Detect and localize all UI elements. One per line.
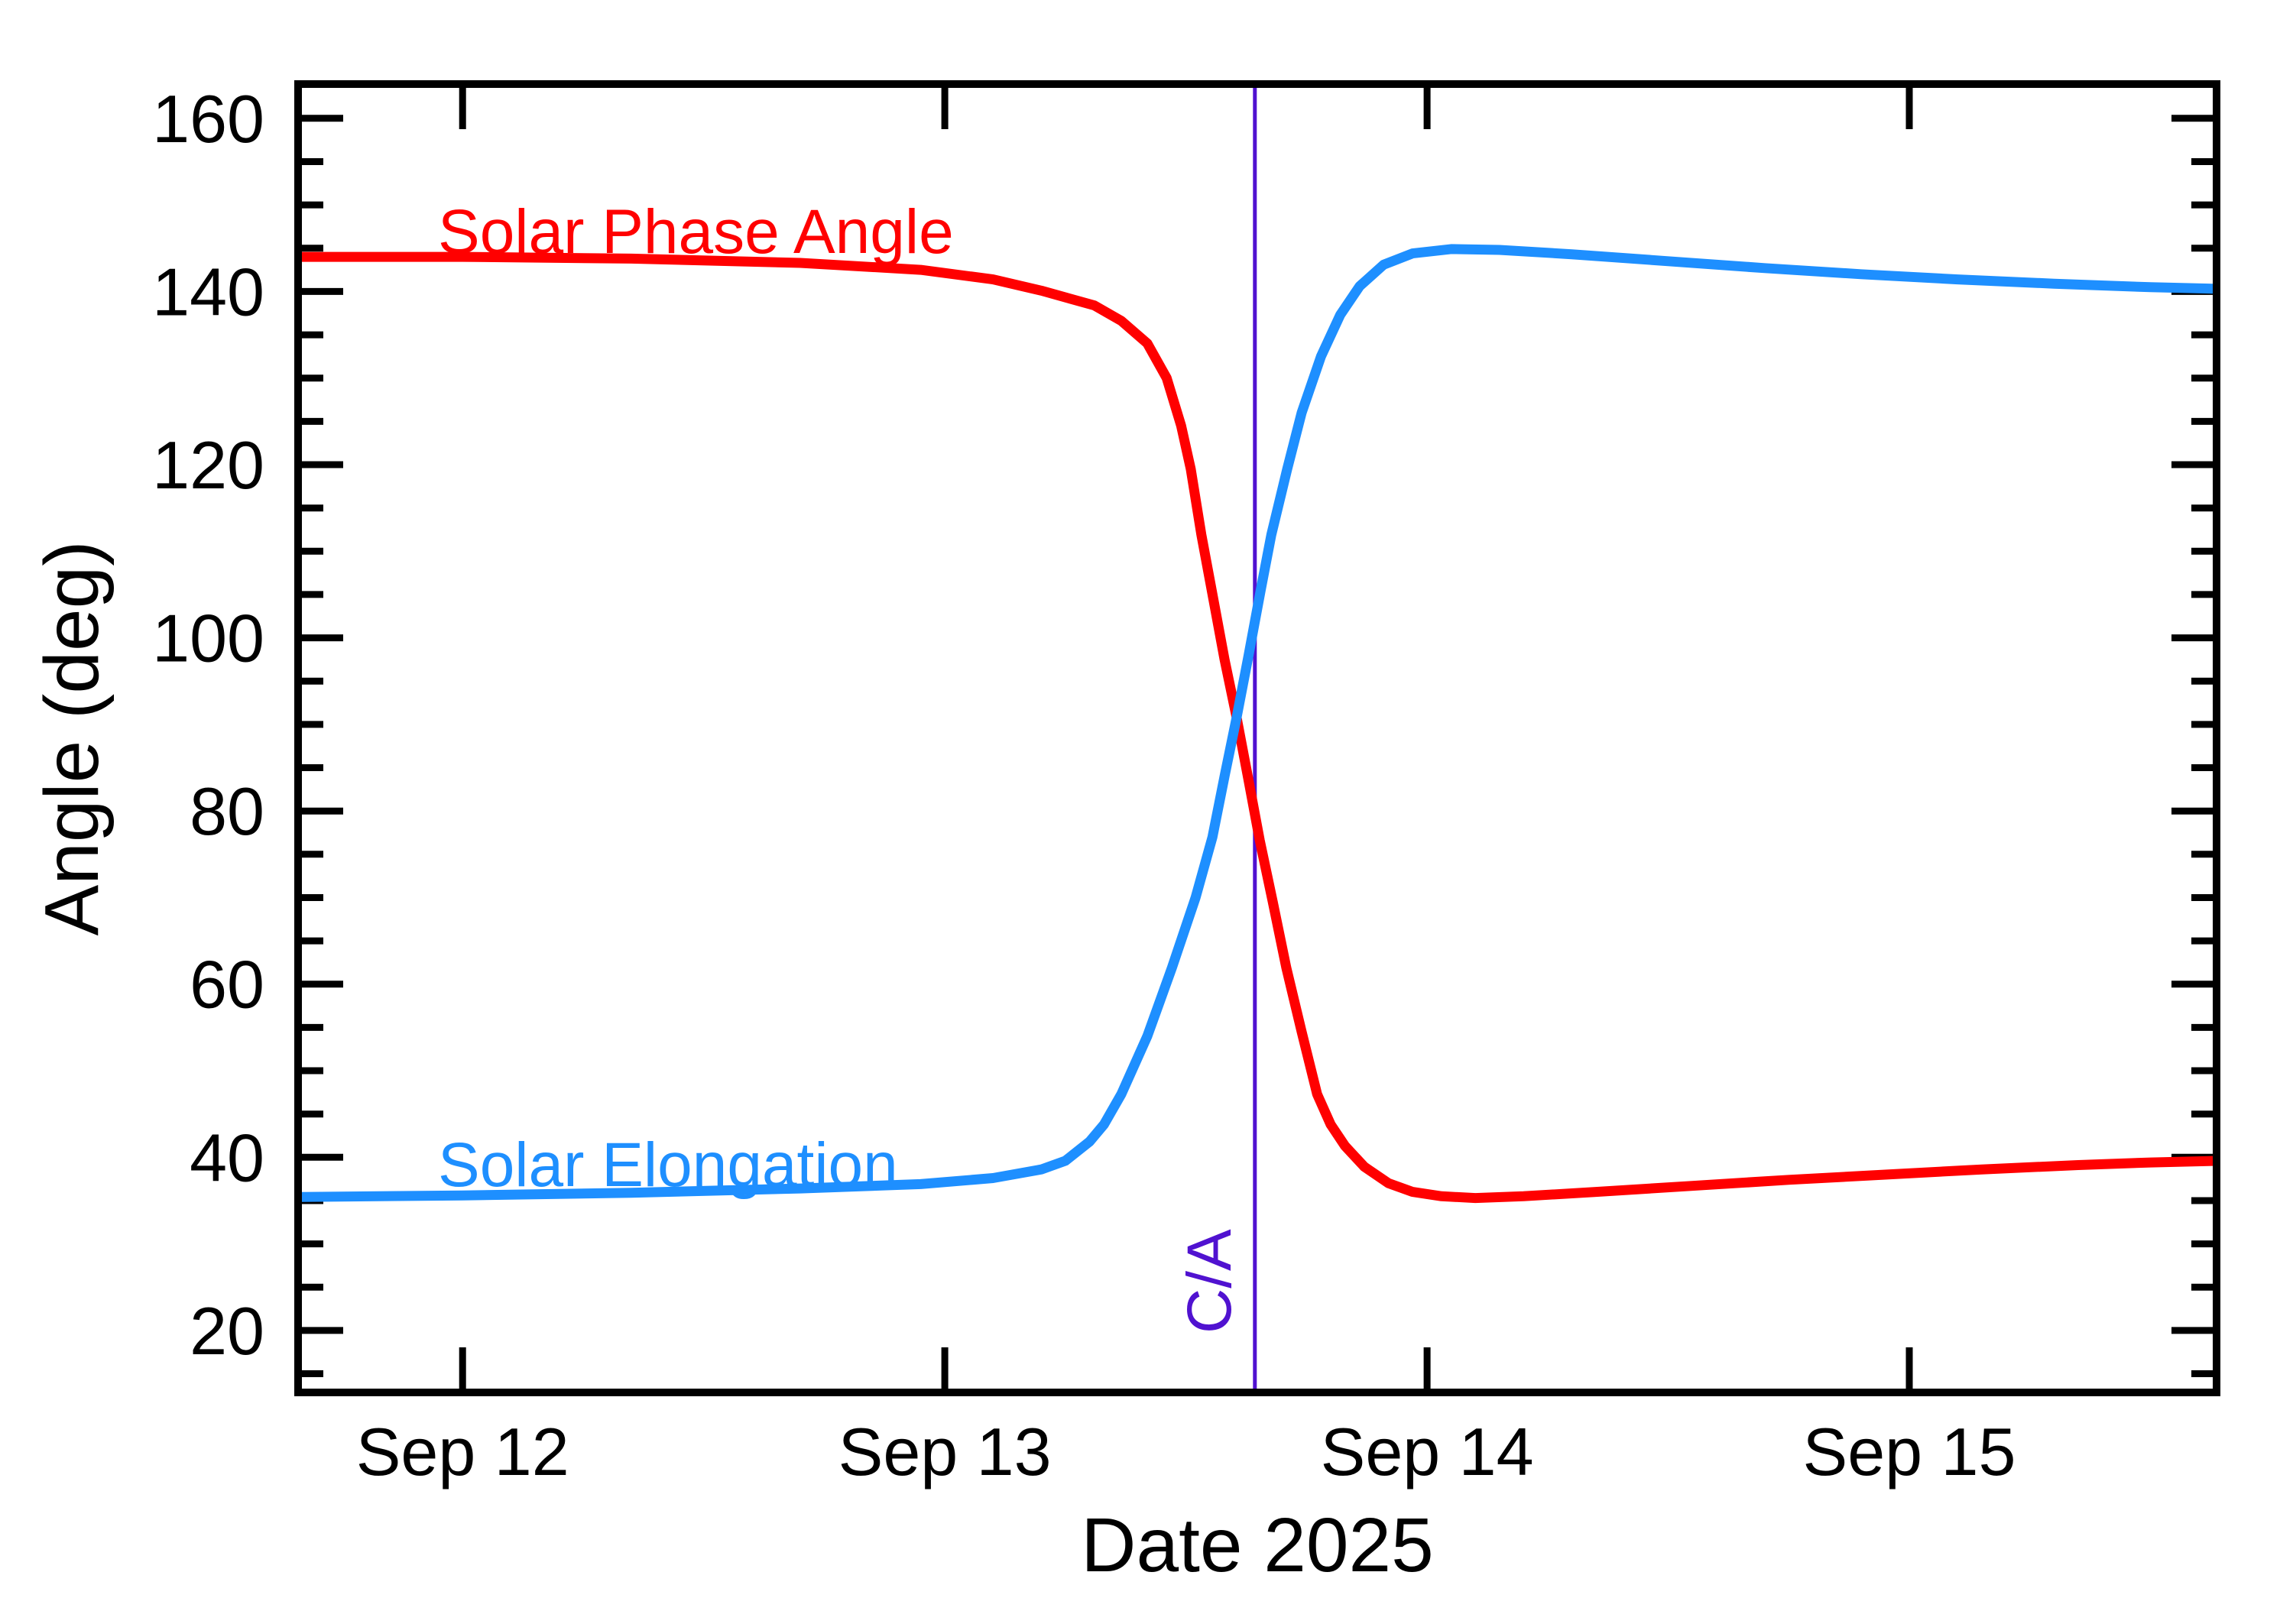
y-tick-label: 40 (190, 1120, 264, 1195)
x-axis-title: Date 2025 (1081, 1502, 1433, 1588)
x-tick-label: Sep 12 (356, 1414, 569, 1489)
y-axis-tick-labels: 20 40 60 80 100 120 140 160 (152, 81, 264, 1369)
x-tick-label: Sep 13 (838, 1414, 1052, 1489)
plot-frame (294, 80, 2220, 1396)
y-tick-label: 80 (190, 773, 264, 849)
y-axis-title: Angle (deg) (29, 541, 115, 936)
y-tick-label: 140 (152, 254, 264, 329)
solar-phase-curve (302, 251, 2213, 1204)
y-tick-label: 60 (190, 947, 264, 1023)
x-axis-tick-labels: Sep 12 Sep 13 Sep 14 Sep 15 (356, 1414, 2016, 1489)
axes-frame (294, 80, 2220, 1396)
solar-elongation-label: Solar Elongation (438, 1130, 898, 1200)
y-tick-label: 20 (190, 1293, 264, 1369)
y-tick-label: 120 (152, 427, 264, 503)
solar-elongation-curve (302, 244, 2213, 1202)
closest-approach-label: C/A (1175, 1229, 1244, 1334)
x-tick-label: Sep 14 (1321, 1414, 1534, 1489)
y-tick-label: 100 (152, 601, 264, 676)
x-tick-label: Sep 15 (1803, 1414, 2016, 1489)
x-axis-ticks (459, 88, 1913, 1389)
y-tick-label: 160 (152, 81, 264, 157)
solar-phase-angle-label: Solar Phase Angle (438, 197, 954, 267)
curves-layer (302, 244, 2213, 1204)
